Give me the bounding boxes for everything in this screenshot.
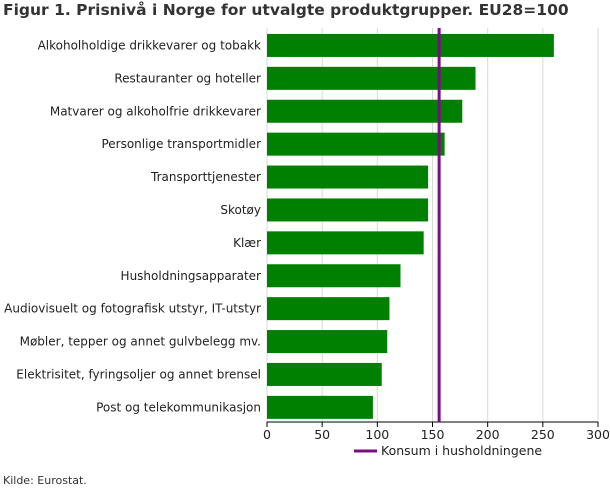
source-note: Kilde: Eurostat. <box>3 474 87 487</box>
category-label: Klær <box>233 236 261 250</box>
x-tick-label: 150 <box>421 427 445 442</box>
bar <box>267 395 373 419</box>
category-label: Møbler, tepper og annet gulvbelegg mv. <box>20 335 261 349</box>
x-tick-label: 50 <box>314 427 330 442</box>
category-label: Post og telekommunikasjon <box>96 400 261 414</box>
x-tick-label: 100 <box>365 427 389 442</box>
bar <box>267 99 463 123</box>
bar <box>267 264 401 288</box>
bar <box>267 231 424 255</box>
category-label: Restauranter og hoteller <box>114 71 261 85</box>
category-label: Personlige transportmidler <box>101 137 261 151</box>
category-label: Matvarer og alkoholfrie drikkevarer <box>50 104 261 118</box>
x-tick-label: 0 <box>263 427 271 442</box>
bar <box>267 165 429 189</box>
chart-title: Figur 1. Prisnivå i Norge for utvalgte p… <box>3 1 569 19</box>
legend-label: Konsum i husholdningene <box>381 443 542 458</box>
bar <box>267 198 429 222</box>
x-tick-label: 250 <box>531 427 555 442</box>
category-label: Transporttjenester <box>150 170 261 184</box>
bar <box>267 330 388 354</box>
category-label: Audiovisuelt og fotografisk utstyr, IT-u… <box>4 302 261 316</box>
bar <box>267 362 382 386</box>
bar <box>267 132 445 156</box>
x-tick-label: 300 <box>586 427 610 442</box>
category-label: Alkoholholdige drikkevarer og tobakk <box>38 38 261 52</box>
bar <box>267 33 554 57</box>
category-label: Elektrisitet, fyringsoljer og annet bren… <box>16 367 261 381</box>
bar <box>267 297 390 321</box>
category-label: Husholdningsapparater <box>121 269 262 283</box>
category-label: Skotøy <box>220 203 261 217</box>
bar <box>267 66 476 90</box>
x-tick-label: 200 <box>476 427 500 442</box>
